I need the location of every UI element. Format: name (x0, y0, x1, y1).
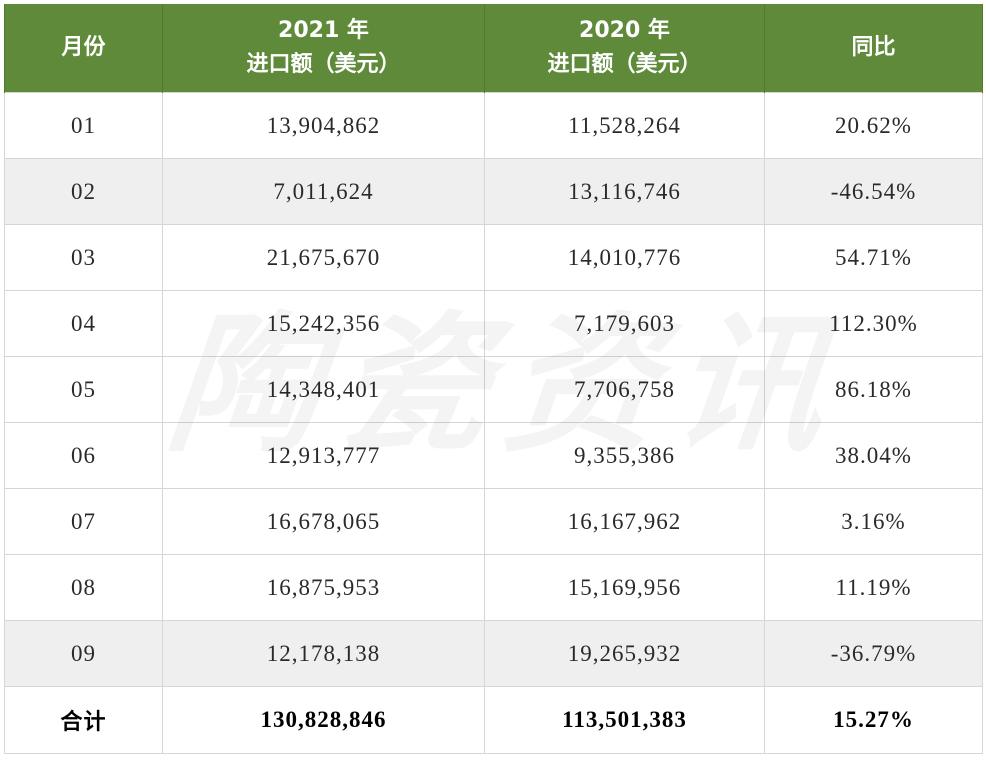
cell-2020: 13,116,746 (484, 158, 765, 225)
cell-2020: 15,169,956 (484, 554, 765, 621)
header-2020-year: 2020 年 (579, 18, 670, 43)
header-2021-import: 2021 年 进口额（美元） (162, 4, 485, 93)
cell-yoy: -46.54% (764, 158, 983, 225)
cell-yoy: -36.79% (764, 620, 983, 687)
cell-2021: 13,904,862 (162, 92, 485, 159)
table-row: 07 16,678,065 16,167,962 3.16% (4, 488, 983, 555)
header-yoy: 同比 (764, 4, 983, 93)
cell-2020: 11,528,264 (484, 92, 765, 159)
table-row: 06 12,913,777 9,355,386 38.04% (4, 422, 983, 489)
table-header: 月份 2021 年 进口额（美元） 2020 年 进口额（美元） 同比 (4, 4, 983, 93)
table-row: 01 13,904,862 11,528,264 20.62% (4, 92, 983, 159)
cell-2020: 7,706,758 (484, 356, 765, 423)
cell-2021: 21,675,670 (162, 224, 485, 291)
cell-month: 09 (4, 620, 163, 687)
cell-2020: 9,355,386 (484, 422, 765, 489)
cell-2021: 12,913,777 (162, 422, 485, 489)
header-yoy-label: 同比 (851, 35, 896, 60)
header-2021-label: 进口额（美元） (246, 52, 401, 77)
cell-month: 06 (4, 422, 163, 489)
header-2020-import: 2020 年 进口额（美元） (484, 4, 765, 93)
cell-yoy: 112.30% (764, 290, 983, 357)
cell-month: 08 (4, 554, 163, 621)
header-row: 月份 2021 年 进口额（美元） 2020 年 进口额（美元） 同比 (4, 4, 983, 93)
cell-2020: 14,010,776 (484, 224, 765, 291)
table-row: 02 7,011,624 13,116,746 -46.54% (4, 158, 983, 225)
header-2020-label: 进口额（美元） (547, 52, 702, 77)
cell-month: 04 (4, 290, 163, 357)
total-2021: 130,828,846 (162, 686, 485, 754)
cell-month: 07 (4, 488, 163, 555)
cell-2021: 14,348,401 (162, 356, 485, 423)
cell-2021: 16,875,953 (162, 554, 485, 621)
total-yoy: 15.27% (764, 686, 983, 754)
cell-2020: 7,179,603 (484, 290, 765, 357)
total-2020: 113,501,383 (484, 686, 765, 754)
header-month: 月份 (4, 4, 163, 93)
total-row: 合计 130,828,846 113,501,383 15.27% (4, 686, 983, 754)
table-row: 05 14,348,401 7,706,758 86.18% (4, 356, 983, 423)
table-row: 09 12,178,138 19,265,932 -36.79% (4, 620, 983, 687)
table-row: 08 16,875,953 15,169,956 11.19% (4, 554, 983, 621)
cell-yoy: 20.62% (764, 92, 983, 159)
import-table: 月份 2021 年 进口额（美元） 2020 年 进口额（美元） 同比 01 1… (4, 4, 983, 754)
cell-yoy: 3.16% (764, 488, 983, 555)
table-row: 04 15,242,356 7,179,603 112.30% (4, 290, 983, 357)
cell-yoy: 11.19% (764, 554, 983, 621)
cell-month: 01 (4, 92, 163, 159)
cell-2020: 16,167,962 (484, 488, 765, 555)
cell-2021: 16,678,065 (162, 488, 485, 555)
cell-2021: 15,242,356 (162, 290, 485, 357)
cell-yoy: 54.71% (764, 224, 983, 291)
table-body: 01 13,904,862 11,528,264 20.62% 02 7,011… (4, 92, 983, 754)
import-table-container: 月份 2021 年 进口额（美元） 2020 年 进口额（美元） 同比 01 1… (4, 4, 983, 757)
cell-month: 03 (4, 224, 163, 291)
cell-2020: 19,265,932 (484, 620, 765, 687)
cell-yoy: 38.04% (764, 422, 983, 489)
cell-yoy: 86.18% (764, 356, 983, 423)
cell-2021: 12,178,138 (162, 620, 485, 687)
table-row: 03 21,675,670 14,010,776 54.71% (4, 224, 983, 291)
header-2021-year: 2021 年 (278, 18, 369, 43)
cell-month: 05 (4, 356, 163, 423)
cell-2021: 7,011,624 (162, 158, 485, 225)
header-month-label: 月份 (61, 35, 106, 60)
cell-month: 02 (4, 158, 163, 225)
total-label: 合计 (4, 686, 163, 754)
